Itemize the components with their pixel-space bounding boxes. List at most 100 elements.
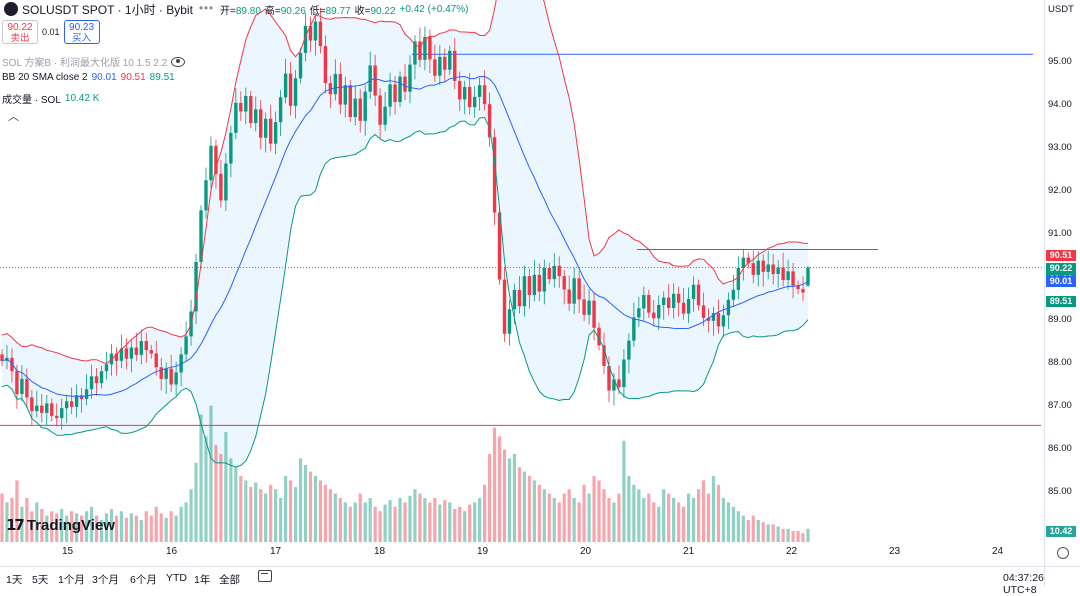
candle [398,71,402,108]
candle [293,69,298,119]
currency-label[interactable]: USDT [1048,4,1074,15]
candle [20,365,24,402]
volume-bar [726,502,730,542]
volume-bar [771,524,775,542]
collapse-chevron-icon[interactable]: ︿ [8,111,19,123]
candle [517,276,522,314]
candle [761,254,765,287]
range-button[interactable]: 1个月 [58,574,85,586]
range-button[interactable]: 5天 [32,574,49,586]
indicator-bollinger[interactable]: BB 20 SMA close 2 90.01 90.51 89.51 [2,72,175,83]
volume-bar [438,504,442,542]
candle [691,276,696,312]
volume-bar [746,520,750,542]
tradingview-logo[interactable]: 17 TradingView [6,516,115,534]
volume-bar [682,506,686,542]
volume-bar [497,436,502,542]
volume-bar [99,520,104,542]
volume-bar [448,502,452,542]
candle [592,292,596,341]
sell-button[interactable]: 90.22 卖出 [2,20,38,44]
candle [283,58,288,104]
volume-bar [423,498,427,542]
candle [741,249,746,281]
volume-bar [741,515,745,542]
volume-bar [428,502,432,542]
candle [746,252,750,269]
candle [786,259,790,290]
range-button[interactable]: 1年 [194,574,211,586]
candle [288,62,293,116]
volume-bar [164,517,168,542]
range-button[interactable]: 3个月 [92,574,119,586]
candle [259,99,263,150]
volume-bar [55,513,59,542]
volume-bar [348,506,352,542]
candle [716,299,721,334]
volume-bar [627,476,631,542]
range-button[interactable]: YTD [166,572,187,584]
price-axis[interactable] [1044,0,1080,587]
volume-bar [313,476,318,542]
candle [637,296,641,327]
volume-bar [577,502,581,542]
volume-bar [229,458,233,542]
volume-bar [458,506,462,542]
volume-bar [373,506,377,542]
candle [408,55,412,104]
volume-bar [468,504,472,542]
volume-bar [562,493,566,542]
low-value: 低=89.77 [309,5,351,17]
range-button[interactable]: 全部 [219,574,240,586]
symbol-title[interactable]: SOLUSDT SPOT · 1小时 · Bybit [22,2,193,17]
volume-bar [806,528,810,542]
buy-button[interactable]: 90.23 买入 [63,20,100,44]
x-tick-label: 17 [270,546,282,557]
candle [244,87,248,125]
candle [701,292,706,327]
eye-hidden-icon[interactable] [171,56,186,67]
price-chart[interactable] [0,0,1044,566]
y-tick-label: 92.00 [1048,185,1072,196]
volume-bar [244,480,248,542]
settings-gear-icon[interactable] [1057,547,1069,559]
candle [696,279,701,311]
volume-bar [333,493,337,542]
candle [403,63,407,101]
price-badge-lower: 89.51 [1046,296,1076,308]
volume-bar [418,493,422,542]
range-button[interactable]: 1天 [6,574,23,586]
candle [617,365,621,395]
more-icon[interactable]: ••• [198,3,215,15]
volume-bar [134,515,138,542]
candle [209,136,213,192]
candle [766,250,770,280]
y-tick-label: 87.00 [1048,400,1072,411]
volume-bar [716,484,721,542]
volume-bar [70,511,74,542]
bollinger-basis-line [1,75,809,397]
calendar-icon[interactable] [258,570,272,582]
candle [84,374,89,406]
candle [657,295,661,330]
volume-bar [328,489,332,542]
candle [308,16,313,53]
volume-bar [75,513,79,542]
candle [472,86,477,118]
volume-bar [15,480,19,542]
indicator-volume[interactable]: 成交量 · SOL 10.42 K [2,93,100,106]
volume-bar [378,511,382,542]
volume-bar [214,445,218,542]
candle [94,367,99,396]
candle [229,125,233,178]
volume-bar [751,515,755,542]
candle [681,287,686,320]
candle [627,333,631,374]
indicator-strategy[interactable]: SOL 方案B · 利润最大化版 10 1.5 2.2 [2,54,186,69]
range-button[interactable]: 6个月 [130,574,157,586]
candle [547,262,551,285]
candle [552,253,556,288]
x-tick-label: 16 [166,546,178,557]
candle [378,88,382,139]
volume-bar [383,504,387,542]
